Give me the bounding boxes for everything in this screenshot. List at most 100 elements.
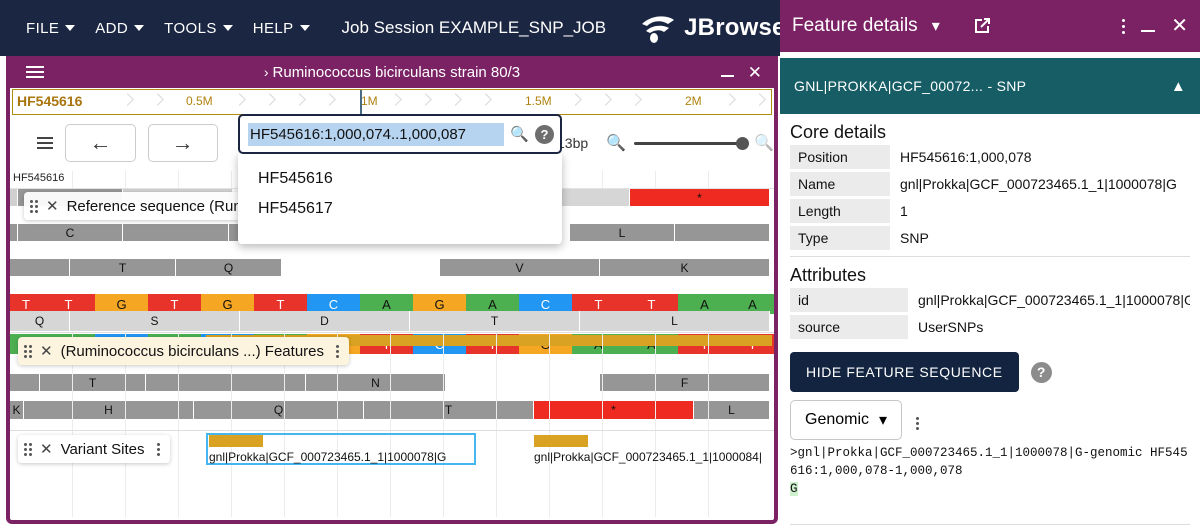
- minimize-icon[interactable]: [1141, 29, 1156, 32]
- base-cell: A: [731, 294, 774, 314]
- zoom-out-icon[interactable]: 🔍: [606, 135, 627, 152]
- track-label-text: (Ruminococcus bicirculans ...) Features: [60, 342, 325, 360]
- translation-frame-row: T N F: [10, 374, 774, 391]
- track-label-features[interactable]: ✕ (Ruminococcus bicirculans ...) Feature…: [18, 337, 350, 365]
- aa-cell: N: [306, 374, 446, 391]
- feature-details-panel: Feature details ▾ ✕ GNL|PROKKA|GCF_00072…: [780, 0, 1200, 530]
- chevron-up-icon[interactable]: ▲: [1170, 77, 1186, 95]
- aa-cell: [10, 374, 40, 391]
- overview-chevron-icon: [601, 93, 612, 111]
- overview-chevron-icon: [235, 93, 246, 111]
- divider: [790, 256, 1190, 257]
- menu-help[interactable]: HELP: [243, 14, 320, 43]
- close-icon[interactable]: ✕: [747, 62, 762, 82]
- sequence-base: G: [790, 482, 798, 497]
- attribute-row: source UserSNPs: [790, 315, 1190, 339]
- help-icon[interactable]: ?: [1030, 361, 1052, 383]
- search-suggestions[interactable]: HF545616 HF545617: [238, 152, 562, 244]
- feature-header-bar[interactable]: GNL|PROKKA|GCF_00072... - SNP ▲: [780, 58, 1200, 114]
- overview-chevron-icon: [123, 93, 134, 111]
- more-vert-icon[interactable]: [916, 416, 920, 430]
- menu-file[interactable]: FILE: [16, 14, 85, 43]
- base-cell: T: [148, 294, 201, 314]
- variant-selected-outline[interactable]: [206, 433, 476, 465]
- overview-refname: HF545616: [17, 93, 83, 109]
- track-label-variant-sites[interactable]: ✕ Variant Sites: [18, 435, 170, 463]
- menu-add-label: ADD: [95, 19, 129, 37]
- session-title: Job Session EXAMPLE_SNP_JOB: [341, 18, 607, 37]
- attribute-value: UserSNPs: [918, 319, 984, 335]
- detail-row: Name gnl|Prokka|GCF_000723465.1_1|100007…: [790, 172, 1190, 196]
- sequence-type-select[interactable]: Genomic ▾: [790, 400, 903, 440]
- chevron-down-icon[interactable]: ▾: [931, 18, 940, 35]
- overview-chevron-icon: [481, 93, 492, 111]
- help-icon[interactable]: ?: [535, 124, 554, 144]
- region-refname: HF545616: [13, 172, 65, 184]
- aa-cell: [675, 224, 770, 241]
- detail-value: gnl|Prokka|GCF_000723465.1_1|1000078|G: [900, 176, 1177, 192]
- variant-glyph[interactable]: [209, 435, 263, 447]
- open-in-new-icon[interactable]: [972, 16, 992, 36]
- pan-right-button[interactable]: →: [147, 124, 218, 162]
- aa-cell: [10, 189, 18, 206]
- close-icon[interactable]: ✕: [46, 198, 59, 215]
- overview-chevron-icon: [391, 93, 402, 111]
- aa-cell: V: [440, 259, 600, 276]
- zoom-slider-knob[interactable]: [736, 136, 750, 150]
- track-selector-icon[interactable]: [32, 137, 53, 149]
- zoom-slider[interactable]: [634, 136, 750, 150]
- menu-add[interactable]: ADD: [85, 14, 154, 43]
- drag-handle-icon[interactable]: [24, 344, 32, 358]
- overview-chevron-icon: [631, 93, 642, 111]
- close-icon[interactable]: ✕: [40, 343, 53, 360]
- aa-cell: L: [694, 401, 770, 419]
- base-cell: A: [466, 294, 519, 314]
- location-search-box[interactable]: 🔍 ?: [238, 114, 562, 154]
- view-menu-icon[interactable]: [20, 66, 50, 78]
- overview-cursor: [360, 90, 362, 114]
- aa-cell: L: [570, 224, 675, 241]
- minimize-icon[interactable]: [720, 75, 734, 77]
- aa-cell: T: [70, 259, 176, 276]
- overview-chevron-icon: [265, 93, 276, 111]
- base-cell: T: [572, 294, 625, 314]
- aa-cell: K: [10, 401, 24, 419]
- aa-cell: S: [70, 311, 240, 331]
- overview-chevron-icon: [725, 93, 736, 111]
- hide-feature-sequence-button[interactable]: HIDE FEATURE SEQUENCE: [790, 352, 1019, 392]
- base-cell: G: [201, 294, 254, 314]
- main-region: FILE ADD TOOLS HELP Job Session EXAMPLE_…: [0, 0, 780, 530]
- suggestion-item[interactable]: HF545616: [258, 170, 333, 187]
- brand: JBrowse: [638, 11, 785, 45]
- close-icon[interactable]: ✕: [1171, 15, 1188, 37]
- translation-frame-row: Q S D T L: [10, 311, 774, 331]
- suggestion-item[interactable]: HF545617: [258, 200, 333, 217]
- feature-bar[interactable]: [206, 335, 772, 346]
- sequence-type-row: Genomic ▾: [780, 392, 1200, 440]
- drag-handle-icon[interactable]: [30, 199, 38, 213]
- variant-glyph[interactable]: [534, 435, 588, 447]
- detail-value: SNP: [900, 230, 929, 246]
- search-icon[interactable]: 🔍: [510, 126, 529, 143]
- overview-ruler[interactable]: HF545616 0.5M 1M 1.5M 2M: [12, 89, 772, 115]
- overview-chevron-icon: [153, 93, 164, 111]
- drag-handle-icon[interactable]: [24, 442, 32, 456]
- variant-label: gnl|Prokka|GCF_000723465.1_1|1000078|G: [209, 450, 447, 464]
- base-cell: G: [95, 294, 148, 314]
- chevron-right-icon: ›: [263, 63, 269, 80]
- search-input[interactable]: [248, 122, 505, 146]
- close-icon[interactable]: ✕: [40, 441, 53, 458]
- track-label-reference-sequence[interactable]: ✕ Reference sequence (Run...: [24, 192, 265, 220]
- chevron-down-icon: [134, 25, 145, 31]
- bp-per-px-label: 13bp: [557, 135, 589, 151]
- aa-cell: D: [240, 311, 410, 331]
- more-vert-icon[interactable]: [1122, 18, 1126, 34]
- core-details-title: Core details: [790, 122, 887, 142]
- more-vert-icon[interactable]: [156, 442, 160, 456]
- detail-value: HF545616:1,000,078: [900, 149, 1032, 165]
- zoom-in-icon[interactable]: 🔍: [754, 135, 775, 152]
- more-vert-icon[interactable]: [336, 344, 340, 358]
- menu-tools[interactable]: TOOLS: [154, 14, 243, 43]
- pan-left-button[interactable]: ←: [65, 124, 136, 162]
- attribute-key: source: [790, 315, 908, 339]
